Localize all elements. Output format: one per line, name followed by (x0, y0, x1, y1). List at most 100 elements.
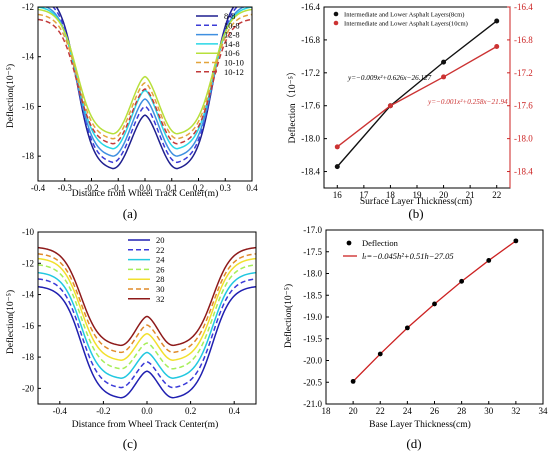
panel-c-legend-label: 26 (156, 264, 165, 274)
panel-c-ylabel: Deflection(10⁻⁵) (5, 290, 16, 354)
panel-c-legend-label: 22 (156, 245, 165, 255)
panel-c-series-line (38, 285, 256, 399)
panel-b-ytick-label: -17.2 (301, 68, 320, 78)
panel-d-point (486, 258, 492, 263)
panel-a-xtick-label: -0.4 (31, 183, 46, 193)
panel-c-xtick-label: 0.4 (229, 406, 241, 416)
panel-d-legend-label: Deflection (362, 238, 399, 248)
panel-c-series-line (38, 264, 256, 370)
panel-b-ylabel: Deflection（10⁻⁵） (286, 67, 298, 144)
panel-d-xtick-label: 28 (457, 406, 467, 416)
panel-b: 16 17 18 19 20 21 22 -18.4 -18.4 -18.0 -18.0 -17.6 -… (286, 2, 533, 221)
panel-b-ytick-label: -16.4 (301, 2, 320, 12)
panel-c-legend-label: 32 (156, 294, 165, 304)
panel-a-xtick-label: 0.1 (166, 183, 177, 193)
panel-c-series-line (38, 246, 256, 347)
panel-b-legend-marker (333, 11, 339, 17)
panel-b-point (494, 18, 500, 24)
panel-d-ytick-label: -17.0 (303, 225, 322, 235)
panel-b-ytick-label: -16.8 (301, 35, 320, 45)
panel-d-fit-line (352, 240, 517, 382)
panel-d-xtick-label: 22 (376, 406, 385, 416)
panel-b-xlabel: Surface Layer Thickness(cm) (360, 196, 472, 207)
panel-d-ytick-label: -20.5 (303, 377, 322, 387)
panel-a-xtick-label: 0.3 (220, 183, 232, 193)
panel-c-xtick-label: 0.0 (141, 406, 153, 416)
panel-b-label: (b) (408, 206, 423, 221)
panel-d-xlabel: Base Layer Thickness(cm) (369, 419, 471, 430)
panel-a-xtick-label: -0.2 (84, 183, 98, 193)
panel-b-plot-area: 16 17 18 19 20 21 22 -18.4 -18.4 -18.0 -18.0 -17.6 -… (301, 2, 533, 200)
panel-c-xtick-label: -0.4 (53, 406, 68, 416)
panel-c-legend-label: 28 (156, 274, 165, 284)
panel-d-xtick-label: 32 (511, 406, 520, 416)
panel-c-legend-label: 24 (156, 255, 165, 265)
panel-a-legend-label: 14-8 (224, 39, 240, 49)
panel-b-xtick-label: 19 (413, 190, 423, 200)
panel-c-ytick-label: -18 (22, 352, 34, 362)
panel-d-point (404, 325, 410, 331)
panel-c-label: (c) (123, 436, 137, 451)
panel-b-xtick-label: 16 (333, 190, 343, 200)
panel-a-plot-area: -0.4 -0.3 -0.2 -0.1 0.0 0.1 0.2 0.3 0.4 -18 -16 -14… (22, 2, 258, 193)
panel-c-series-line (38, 271, 256, 379)
panel-d-ytick-label: -21.0 (303, 399, 322, 409)
panel-a-frame (37, 6, 253, 182)
panel-a-xtick-label: -0.3 (58, 183, 73, 193)
panel-b-xtick-label: 18 (386, 190, 396, 200)
panel-b-legend-marker (333, 20, 339, 26)
panel-d-xtick-label: 34 (539, 406, 549, 416)
panel-d-xtick-label: 26 (430, 406, 440, 416)
panel-b-point (334, 164, 340, 170)
panel-b-xtick-label: 20 (439, 190, 449, 200)
panel-b-right-tick-label: -16.8 (514, 35, 533, 45)
panel-d-legend-label: lₜ=−0.045h²+0.51h−27.05 (362, 251, 454, 261)
panel-a-xtick-label: 0.4 (246, 183, 258, 193)
panel-a-xtick-label: -0.1 (111, 183, 125, 193)
panel-c-legend-label: 30 (156, 284, 165, 294)
panel-a-legend-label: 10-6 (224, 48, 240, 58)
panel-a-series-line (38, 8, 252, 135)
panel-b-ytick-label: -18.4 (301, 167, 320, 177)
panel-a-ytick-label: -18 (22, 151, 34, 161)
panel-d-point (513, 238, 519, 244)
panel-b-point (441, 59, 447, 65)
panel-b-right-tick-label: -17.6 (514, 101, 533, 111)
panel-a-legend-label: 12-8 (224, 30, 240, 40)
panel-c-xtick-label: 0.2 (185, 406, 196, 416)
panel-d-plot-area: 18 20 22 24 26 28 30 32 34 -21.0 -20.5 -20.0 -19.5 -1… (303, 225, 548, 416)
panel-b-series-line (336, 45, 498, 148)
panel-b-point (387, 103, 393, 109)
panel-d-label: (d) (406, 436, 421, 451)
panel-c-ytick-label: -16 (22, 321, 34, 331)
panel-d: 18 20 22 24 26 28 30 32 34 -21.0 -20.5 -20.0 -19.5 -1… (283, 225, 548, 451)
panel-d-ylabel: Deflection(10⁻⁵) (283, 284, 294, 348)
panel-a-label: (a) (123, 206, 137, 221)
panel-c-xtick-label: -0.2 (96, 406, 110, 416)
panel-d-point (432, 301, 437, 307)
panel-a-series-line (38, 13, 252, 140)
panel-d-xtick-label: 30 (484, 406, 494, 416)
panel-b-right-tick-label: -18.0 (514, 134, 533, 144)
panel-d-point (377, 351, 383, 357)
panel-a-series-line (38, 7, 252, 150)
panel-d-point (350, 378, 356, 384)
panel-b-xtick-label: 17 (359, 190, 369, 200)
panel-b-legend-label: Intermediate and Lower Asphalt Layers(8c… (344, 12, 464, 19)
panel-b-ytick-label: -18.0 (301, 134, 320, 144)
panel-d-legend-marker (346, 240, 352, 246)
panel-a-ytick-label: -14 (22, 52, 34, 62)
panel-d-ytick-label: -19.5 (303, 334, 322, 344)
panel-a-ylabel: Deflection(10⁻⁵) (5, 64, 16, 128)
panel-c-xlabel: Distance from Wheel Track Center(m) (72, 419, 219, 430)
panel-d-xtick-label: 18 (322, 406, 332, 416)
panel-b-series-line (336, 20, 498, 168)
panel-d-ytick-label: -20.0 (303, 356, 322, 366)
panel-b-equation: y=−0.009x²+0.626x−26.127 (347, 74, 432, 82)
panel-d-ytick-label: -18.0 (303, 269, 322, 279)
panel-a: -0.4 -0.3 -0.2 -0.1 0.0 0.1 0.2 0.3 0.4 -18 -16 -14… (5, 2, 258, 221)
panel-a-legend-label: 8-8 (224, 11, 235, 21)
panel-a-lines (38, 7, 252, 170)
